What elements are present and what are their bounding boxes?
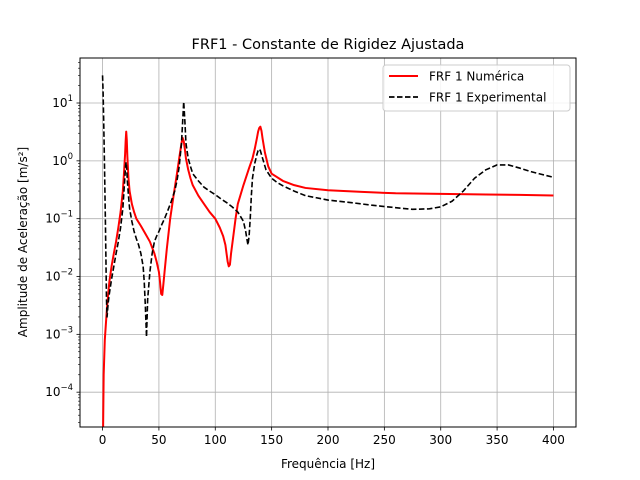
series-line-numerica xyxy=(102,125,554,427)
y-axis-label: Amplitude de Aceleração [m/s²] xyxy=(16,147,30,337)
y-tick-label: 10−4 xyxy=(45,383,73,399)
x-tick-label: 150 xyxy=(260,433,283,447)
legend-box xyxy=(382,64,571,112)
legend-label-numerica: FRF 1 Numérica xyxy=(429,70,524,84)
y-tick-label: 10−1 xyxy=(45,210,73,226)
x-tick-label: 400 xyxy=(542,433,565,447)
x-tick-label: 0 xyxy=(99,433,107,447)
x-axis: 0 50 100 150 200 250 300 350 400 xyxy=(99,427,565,447)
legend-label-experimental: FRF 1 Experimental xyxy=(429,91,546,105)
legend: FRF 1 Numérica FRF 1 Experimental xyxy=(382,64,571,112)
chart-title: FRF1 - Constante de Rigidez Ajustada xyxy=(192,37,465,53)
x-tick-label: 350 xyxy=(486,433,509,447)
x-tick-label: 250 xyxy=(373,433,396,447)
grid xyxy=(80,58,576,427)
series-layer xyxy=(101,75,554,427)
x-tick-label: 50 xyxy=(151,433,166,447)
x-tick-label: 100 xyxy=(204,433,227,447)
series-line-experimental xyxy=(101,75,554,338)
x-axis-label: Frequência [Hz] xyxy=(281,457,375,471)
y-tick-label: 101 xyxy=(52,94,73,110)
y-tick-label: 10−3 xyxy=(45,325,73,341)
x-tick-label: 300 xyxy=(429,433,452,447)
y-tick-label: 10−2 xyxy=(45,268,73,284)
y-tick-label: 100 xyxy=(52,152,73,168)
x-tick-label: 200 xyxy=(317,433,340,447)
y-axis: 10−4 10−3 10−2 10−1 100 101 xyxy=(45,62,80,423)
